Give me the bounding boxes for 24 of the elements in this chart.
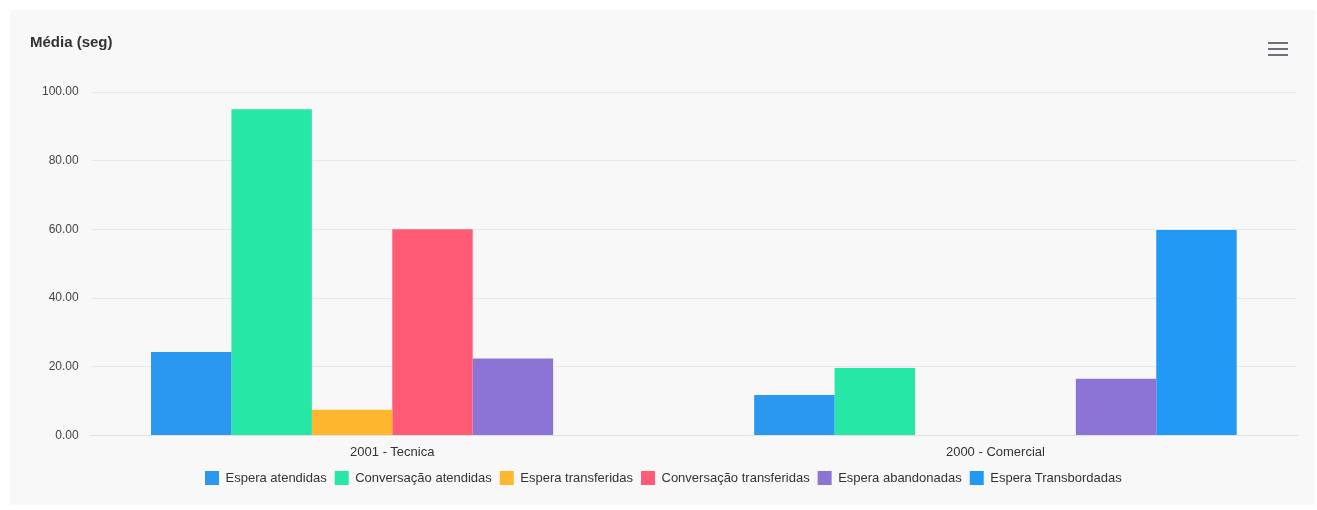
y-tick-label: 80.00 bbox=[48, 152, 80, 167]
y-tick-label: 100.00 bbox=[42, 84, 80, 99]
bar bbox=[472, 358, 554, 435]
legend-label: Espera atendidas bbox=[225, 469, 328, 485]
legend-label: Espera Transbordadas bbox=[990, 469, 1123, 485]
y-tick-label: 20.00 bbox=[48, 359, 80, 374]
y-tick-label: 60.00 bbox=[48, 221, 80, 236]
bar bbox=[754, 394, 835, 435]
legend-label: Espera abandonadas bbox=[838, 469, 963, 485]
legend-label: Conversação transferidas bbox=[661, 469, 811, 485]
x-tick-label: 2001 - Tecnica bbox=[350, 443, 436, 459]
legend-label: Espera transferidas bbox=[520, 469, 634, 485]
bar bbox=[834, 368, 916, 435]
bar bbox=[231, 109, 312, 435]
x-tick-label: 2000 - Comercial bbox=[945, 443, 1046, 459]
chart-title: Média (seg) bbox=[30, 33, 113, 51]
bar bbox=[311, 409, 393, 435]
y-tick-label: 40.00 bbox=[48, 290, 80, 305]
bar bbox=[151, 351, 232, 435]
bar bbox=[1156, 230, 1237, 435]
bar bbox=[392, 229, 473, 435]
y-tick-label: 0.00 bbox=[55, 427, 80, 442]
bar bbox=[1075, 378, 1157, 435]
legend-label: Conversação atendidas bbox=[355, 469, 493, 485]
